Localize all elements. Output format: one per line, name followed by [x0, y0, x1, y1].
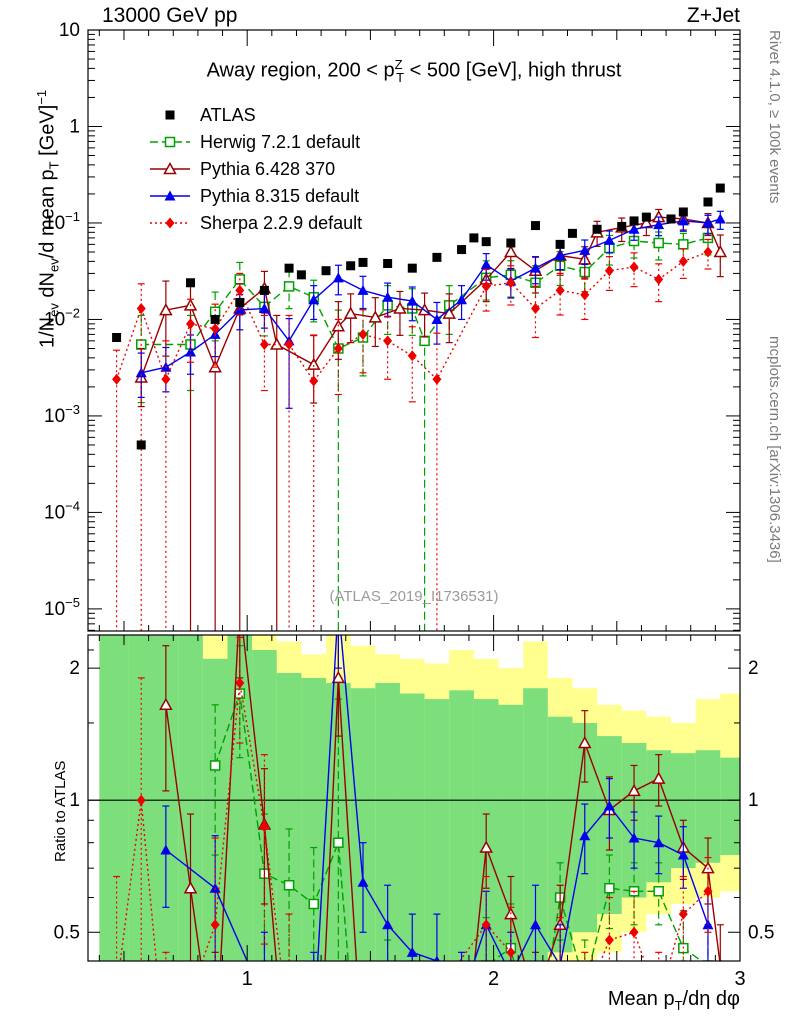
x-axis-label: Mean pT/dη dφ	[607, 988, 740, 1013]
main-series-layer	[112, 183, 728, 631]
legend-marker-herwig-7-2-1-default-icon	[150, 136, 190, 148]
legend-marker-sherpa-2-2-9-default-icon	[150, 217, 190, 229]
svg-text:10−4: 10−4	[44, 498, 80, 523]
svg-text:1: 1	[69, 116, 80, 137]
legend-label: ATLAS	[200, 104, 256, 125]
legend-item-herwig-7-2-1-default: Herwig 7.2.1 default	[148, 131, 362, 152]
svg-text:10−5: 10−5	[44, 595, 80, 620]
panel-frame	[87, 634, 741, 962]
rivet-version-note: Rivet 4.1.0, ≥ 100k events	[766, 30, 783, 204]
legend-label: Pythia 8.315 default	[200, 185, 360, 206]
legend-item-pythia-6-428-370: Pythia 6.428 370	[148, 158, 362, 179]
svg-text:1: 1	[242, 968, 253, 990]
svg-text:10−2: 10−2	[44, 305, 80, 330]
svg-text:2: 2	[69, 658, 80, 679]
legend-marker-pythia-6-428-370-icon	[150, 161, 190, 175]
svg-text:2: 2	[748, 658, 759, 679]
panel-frame	[87, 29, 741, 632]
series-sherpa-2-2-9-default	[112, 238, 713, 631]
svg-text:1: 1	[69, 790, 80, 811]
legend-marker-atlas-icon	[165, 110, 175, 120]
process-label: Z+Jet	[686, 4, 740, 27]
y-axis-label-main: 1/Nev dNev/d mean pT [GeV]−1	[34, 89, 62, 348]
svg-text:0.5: 0.5	[748, 922, 774, 943]
legend-item-sherpa-2-2-9-default: Sherpa 2.2.9 default	[148, 212, 363, 233]
y-axis-label-ratio: Ratio to ATLAS	[52, 760, 69, 862]
legend: ATLAS Herwig 7.2.1 default Pythia 6.428 37…	[148, 104, 363, 233]
svg-text:1: 1	[748, 790, 759, 811]
ratio-series-layer	[113, 635, 724, 961]
series-pythia-8-315-default	[135, 210, 726, 409]
legend-marker-pythia-8-315-default-icon	[150, 190, 190, 201]
svg-text:3: 3	[734, 968, 745, 990]
legend-item-pythia-8-315-default: Pythia 8.315 default	[148, 185, 362, 206]
svg-text:10−1: 10−1	[44, 209, 80, 234]
mcplots-note: mcplots.cern.ch [arXiv:1306.3436]	[766, 336, 783, 563]
legend-item-atlas: ATLAS	[148, 104, 362, 125]
analysis-watermark: (ATLAS_2019_I1736531)	[329, 588, 499, 605]
svg-text:10−3: 10−3	[44, 402, 80, 427]
legend-label: Sherpa 2.2.9 default	[200, 212, 363, 233]
legend-label: Pythia 6.428 370	[200, 158, 336, 179]
legend-label: Herwig 7.2.1 default	[200, 131, 361, 152]
ratio-series-sherpa-2-2-9-default	[113, 636, 713, 961]
plot-title: Away region, 200 < pZT < 500 [GeV], high…	[206, 57, 622, 85]
svg-text:0.5: 0.5	[54, 922, 80, 943]
svg-text:10: 10	[59, 20, 80, 41]
beam-energy-label: 13000 GeV pp	[102, 4, 238, 27]
svg-text:2: 2	[488, 968, 499, 990]
series-atlas	[112, 183, 725, 450]
